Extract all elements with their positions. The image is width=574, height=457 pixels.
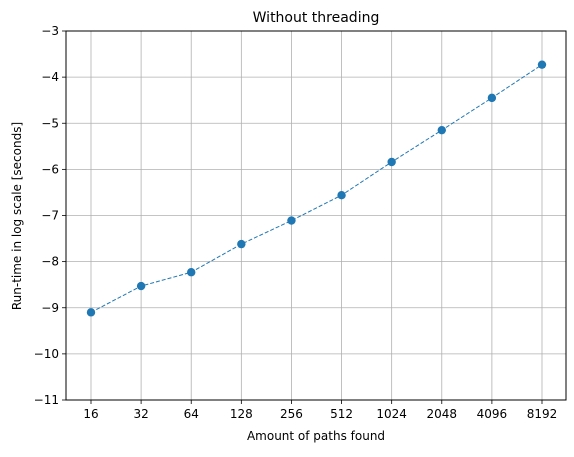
x-tick-label: 512 xyxy=(330,407,353,421)
y-axis-label: Run-time in log scale [seconds] xyxy=(10,122,24,310)
x-tick-label: 4096 xyxy=(477,407,508,421)
data-point xyxy=(136,281,146,291)
y-tick-label: −4 xyxy=(41,70,59,84)
data-point xyxy=(86,308,96,317)
x-tick-label: 128 xyxy=(230,407,253,421)
data-point xyxy=(337,191,346,200)
x-tick-label: 1024 xyxy=(376,407,407,421)
grid-lines xyxy=(66,30,566,401)
data-point xyxy=(537,60,547,69)
x-tick-label: 16 xyxy=(83,407,98,421)
y-axis-ticks: −3 −4 −5 −6 −7 −8 −9 −10 −11 xyxy=(34,24,66,407)
x-tick-label: 64 xyxy=(184,407,199,421)
data-point xyxy=(387,157,396,167)
y-tick-label: −6 xyxy=(41,162,59,176)
series-line xyxy=(90,64,543,313)
data-point xyxy=(437,125,446,135)
x-axis-label: Amount of paths found xyxy=(247,429,385,443)
x-axis-ticks: 16 32 64 128 256 512 1024 2048 4096 8192 xyxy=(83,400,557,421)
data-point xyxy=(187,268,196,277)
data-point xyxy=(487,93,497,103)
data-point xyxy=(237,239,246,249)
y-tick-label: −8 xyxy=(41,255,59,269)
chart-title: Without threading xyxy=(253,10,380,26)
x-tick-label: 8192 xyxy=(527,407,558,421)
y-tick-label: −10 xyxy=(34,347,59,361)
data-point xyxy=(287,216,296,225)
y-tick-label: −9 xyxy=(41,301,59,315)
y-tick-label: −7 xyxy=(41,209,59,223)
y-tick-label: −5 xyxy=(41,116,59,130)
x-tick-label: 2048 xyxy=(427,407,458,421)
y-tick-label: −11 xyxy=(34,393,59,407)
x-tick-label: 32 xyxy=(133,407,148,421)
y-tick-label: −3 xyxy=(41,24,59,38)
series-layer xyxy=(86,60,547,317)
x-tick-label: 256 xyxy=(280,407,303,421)
